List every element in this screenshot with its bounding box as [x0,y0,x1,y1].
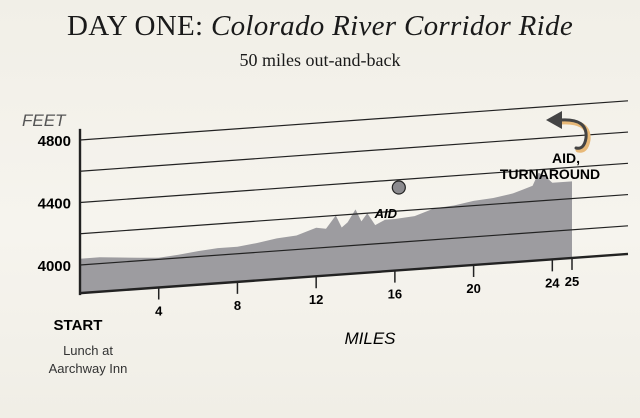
aid-station-marker [391,180,406,195]
x-axis-label: MILES [344,329,396,348]
x-tick-label: 12 [309,292,323,307]
gridline [79,100,629,141]
x-tick-label: 16 [388,287,402,302]
turnaround-label-line1: AID, [552,150,580,166]
start-label: START [54,317,103,334]
x-tick-label: 24 [545,275,560,290]
start-note-line2: Aarchway Inn [48,361,128,376]
x-axis-line [79,252,629,295]
start-note-line1: Lunch at [63,343,113,358]
x-tick-label: 4 [155,303,163,318]
turnaround-arrow-icon [546,111,591,153]
aid-label: AID [374,206,398,221]
y-axis-label: FEET [22,111,67,130]
chart-subtitle: 50 miles out-and-back [239,50,401,70]
x-tick-label: 20 [466,281,480,296]
turnaround-label-line2: TURNAROUND [500,166,600,182]
y-tick-label: 4400 [38,196,71,213]
gridline [79,131,629,172]
title-prefix: DAY ONE: [66,10,204,42]
y-tick-label: 4000 [38,258,71,275]
gridline [79,193,629,235]
elevation-area [80,172,572,294]
x-tick-label: 8 [234,298,241,313]
gridline [79,162,629,204]
title-route: Colorado River Corridor Ride [210,10,573,42]
y-tick-label: 4800 [38,133,71,150]
gridline [79,225,629,266]
chart-title: DAY ONE: Colorado River Corridor Ride [0,10,640,43]
x-tick-label: 25 [565,274,579,289]
start-note: Lunch at Aarchway Inn [38,342,138,378]
